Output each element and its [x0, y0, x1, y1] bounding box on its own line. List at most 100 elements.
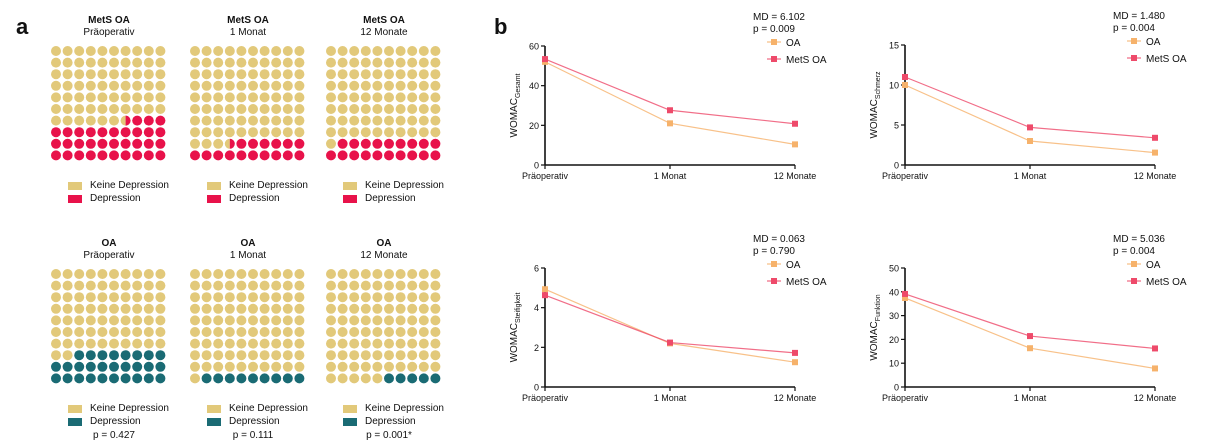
waffle-dot-keine	[259, 115, 270, 126]
waffle-dot-keine	[326, 138, 336, 149]
waffle-dot-depression	[97, 361, 108, 372]
waffle-dot-keine	[213, 80, 224, 91]
waffle-dot-keine	[326, 292, 336, 303]
waffle-dot-keine	[337, 69, 348, 80]
waffle-dot-keine	[407, 80, 418, 91]
waffle-dot-keine	[407, 69, 418, 80]
waffle-dot-keine	[372, 350, 383, 361]
waffle-dot-keine	[360, 80, 371, 91]
waffle-dot-depression	[51, 150, 61, 161]
data-point-oa	[902, 294, 908, 301]
waffle-dot-keine	[143, 280, 154, 291]
waffle-dot-keine	[224, 350, 235, 361]
waffle-dot-keine	[132, 104, 143, 114]
waffle-dot-keine	[282, 92, 293, 103]
waffle-dot-keine	[430, 80, 441, 91]
waffle-dot-keine	[430, 361, 441, 372]
y-tick-label: 2	[534, 343, 539, 353]
waffle-dot-keine	[224, 127, 235, 138]
waffle-dot-keine	[360, 269, 371, 279]
waffle-dot-keine	[224, 104, 235, 114]
y-tick-label: 10	[889, 359, 899, 369]
waffle-dot-keine	[349, 315, 360, 326]
waffle-title: OA	[101, 238, 117, 249]
waffle-dot-keine	[120, 92, 131, 103]
y-axis-label-subscript: Funktion	[875, 294, 882, 321]
waffle-dot-keine	[430, 104, 441, 114]
waffle-dot-keine	[360, 92, 371, 103]
waffle-chart: OA Präoperativ	[44, 238, 174, 384]
waffle-dot-keine	[143, 80, 154, 91]
waffle-dot-depression	[143, 350, 154, 361]
waffle-dot-depression	[248, 150, 258, 161]
waffle-dot-keine	[384, 46, 394, 56]
waffle-dot-keine	[62, 46, 73, 56]
waffle-dot-keine	[248, 338, 258, 349]
waffle-dot-keine	[430, 327, 441, 337]
waffle-dot-keine	[430, 338, 441, 349]
waffle-dot-keine	[430, 269, 441, 279]
waffle-dot-keine	[259, 315, 270, 326]
waffle-dot-depression	[109, 361, 119, 372]
legend-label-oa: OA	[786, 260, 801, 271]
waffle-dot-keine	[51, 104, 61, 114]
waffle-dot-keine	[224, 115, 235, 126]
waffle-dot-keine	[326, 57, 336, 68]
waffle-dot-keine	[395, 292, 406, 303]
waffle-dot-keine	[109, 115, 119, 126]
waffle-dot-keine	[236, 127, 247, 138]
waffle-dot-keine	[155, 57, 166, 68]
waffle-dot-keine	[190, 327, 200, 337]
waffle-dot-keine	[337, 104, 348, 114]
waffle-dot-keine	[337, 338, 348, 349]
waffle-dot-keine	[236, 327, 247, 337]
waffle-dot-keine	[213, 338, 224, 349]
legend-marker	[1131, 38, 1137, 44]
waffle-dot-depression	[430, 138, 441, 149]
waffle-dot-keine	[395, 57, 406, 68]
waffle-dot-keine	[190, 315, 200, 326]
waffle-dot-depression	[62, 361, 73, 372]
data-point-oa	[1152, 365, 1158, 372]
waffle-dot-keine	[418, 46, 429, 56]
waffle-dot-depression	[360, 150, 371, 161]
waffle-dot-keine	[213, 115, 224, 126]
waffle-dot-keine	[294, 69, 305, 80]
waffle-dot-keine	[201, 280, 212, 291]
legend-marker	[1131, 278, 1137, 284]
data-point-mets-oa	[792, 349, 798, 356]
waffle-dot-keine	[74, 46, 85, 56]
waffle-dot-depression	[430, 150, 441, 161]
legend-label: Keine Depression	[365, 403, 444, 414]
waffle-dot-depression	[271, 373, 282, 384]
waffle-dot-keine	[97, 104, 108, 114]
waffle-dot-keine	[74, 327, 85, 337]
waffle-dot-keine	[395, 115, 406, 126]
waffle-dot-depression	[384, 373, 394, 384]
waffle-dot-keine	[372, 80, 383, 91]
x-tick-label: 12 Monate	[1134, 393, 1177, 403]
waffle-dot-keine	[271, 350, 282, 361]
waffle-dot-keine	[248, 303, 258, 314]
y-axis-label: WOMACSteifigkeit	[509, 293, 522, 363]
waffle-dot-keine	[62, 269, 73, 279]
waffle-dot-keine	[372, 292, 383, 303]
waffle-subtitle: 12 Monate	[360, 250, 408, 261]
waffle-dot-keine	[97, 46, 108, 56]
waffle-dot-depression	[155, 138, 166, 149]
waffle-dot-keine	[85, 104, 96, 114]
data-point-oa	[1152, 149, 1158, 156]
y-axis-label-subscript: Schmerz	[875, 71, 882, 99]
waffle-dot-depression	[384, 150, 394, 161]
waffle-dot-keine	[236, 338, 247, 349]
waffle-dot-depression	[248, 373, 258, 384]
y-tick-label: 4	[534, 303, 539, 313]
waffle-dot-depression	[201, 150, 212, 161]
waffle-dot-keine	[224, 315, 235, 326]
waffle-dot-keine	[236, 315, 247, 326]
waffle-dot-keine	[248, 92, 258, 103]
waffle-dot-keine	[224, 280, 235, 291]
waffle-dot-keine	[384, 280, 394, 291]
waffle-dot-keine	[51, 46, 61, 56]
waffle-dot-keine	[349, 338, 360, 349]
